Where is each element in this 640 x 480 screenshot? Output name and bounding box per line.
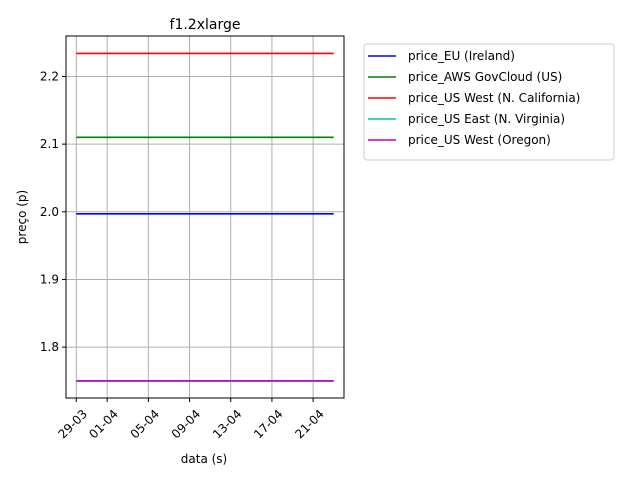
y-tick-label: 2.2: [40, 69, 59, 83]
y-tick-label: 1.9: [40, 272, 59, 286]
y-tick-label: 1.8: [40, 340, 59, 354]
legend-label-3: price_US West (N. California): [408, 91, 580, 105]
x-axis-label: data (s): [181, 452, 227, 466]
chart-title: f1.2xlarge: [170, 17, 241, 33]
y-tick-label: 2.1: [40, 137, 59, 151]
legend-box: [363, 43, 615, 161]
series-lines: [76, 52, 334, 382]
y-axis: 1.8 1.9 2.0 2.1 2.2: [40, 69, 66, 354]
x-tick-label: 21-04: [292, 407, 327, 442]
x-tick-label: 09-04: [169, 407, 204, 442]
grid: [66, 36, 344, 398]
x-tick-label: 01-04: [86, 407, 121, 442]
x-tick-label: 17-04: [251, 407, 286, 442]
x-tick-label: 29-03: [55, 407, 90, 442]
legend: price_EU (Ireland) price_AWS GovCloud (US…: [363, 43, 615, 161]
y-tick-label: 2.0: [40, 205, 59, 219]
x-tick-label: 05-04: [128, 407, 163, 442]
x-tick-label: 13-04: [210, 407, 245, 442]
legend-label-4: price_US East (N. Virginia): [408, 112, 565, 126]
legend-label-2: price_AWS GovCloud (US): [408, 70, 562, 84]
legend-label-1: price_EU (Ireland): [408, 49, 515, 63]
y-axis-label: preço (p): [15, 190, 29, 244]
legend-label-5: price_US West (Oregon): [408, 133, 551, 147]
plot-frame: [65, 35, 345, 399]
